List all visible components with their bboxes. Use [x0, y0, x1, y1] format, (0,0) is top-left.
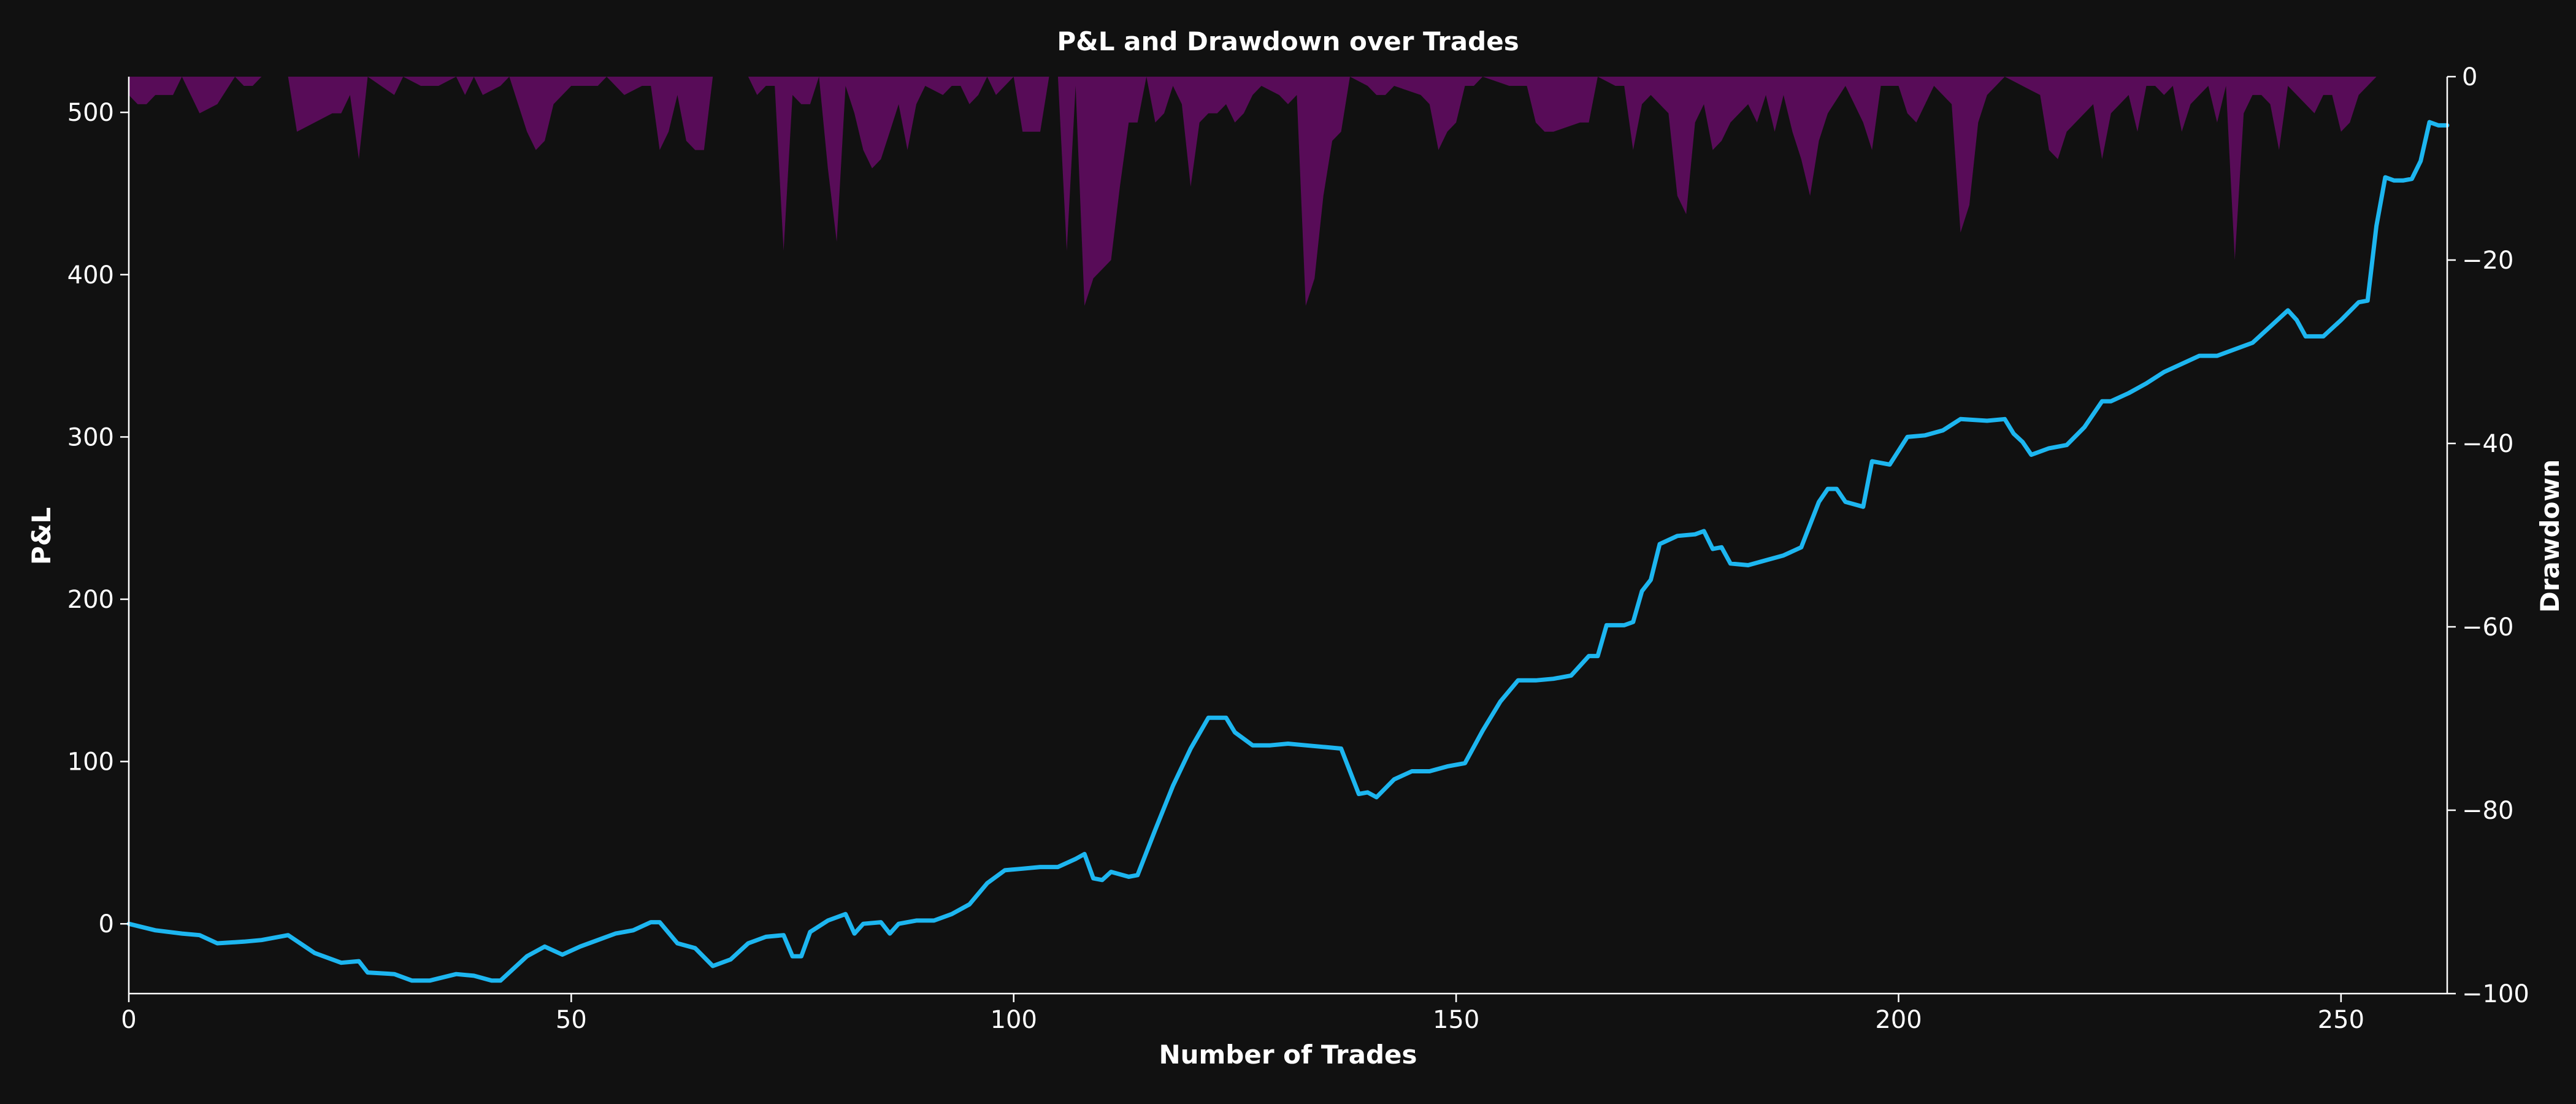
y-tick-left-label: 400	[67, 261, 114, 289]
y-tick-right-label: −100	[2462, 980, 2529, 1008]
pnl-line	[126, 120, 2450, 983]
drawdown-area-layer	[129, 77, 2377, 306]
pnl-line-layer	[126, 120, 2450, 983]
x-tick-label: 200	[1875, 1006, 1922, 1034]
ticks-layer: 0 50 100 150 200 250 0 100 200 300 400 500 0 −20 −40 −6…	[67, 63, 2529, 1034]
y-tick-right-label: −40	[2462, 430, 2513, 458]
x-tick-label: 250	[2318, 1006, 2364, 1034]
y-tick-right-label: −80	[2462, 797, 2513, 825]
y-tick-left-label: 100	[67, 748, 114, 776]
y-tick-left-label: 300	[67, 423, 114, 451]
y-axis-left-label: P&L	[26, 507, 56, 565]
y-tick-right-label: −60	[2462, 613, 2513, 642]
drawdown-area	[129, 77, 2377, 306]
y-tick-left-label: 200	[67, 586, 114, 614]
x-tick-label: 150	[1433, 1006, 1479, 1034]
y-tick-left-label: 500	[67, 99, 114, 127]
chart-title: P&L and Drawdown over Trades	[1057, 26, 1519, 56]
y-tick-right-label: 0	[2462, 63, 2477, 91]
y-axis-right-label: Drawdown	[2535, 459, 2565, 613]
y-tick-left-label: 0	[99, 910, 114, 938]
y-tick-right-label: −20	[2462, 247, 2513, 275]
x-tick-label: 100	[991, 1006, 1037, 1034]
x-tick-label: 50	[556, 1006, 587, 1034]
x-axis-label: Number of Trades	[1159, 1040, 1417, 1070]
x-tick-label: 0	[121, 1006, 136, 1034]
